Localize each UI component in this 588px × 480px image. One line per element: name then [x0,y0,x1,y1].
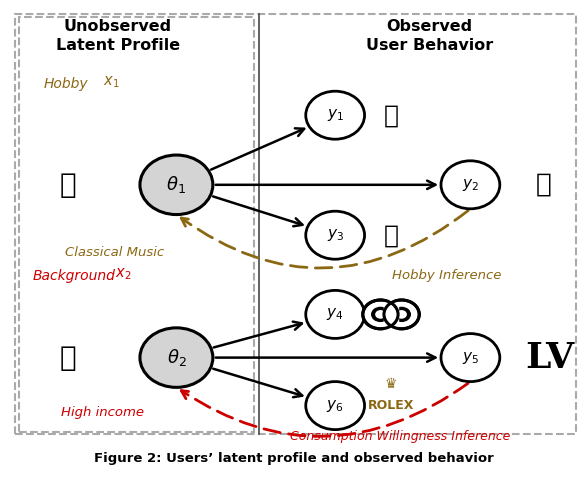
Circle shape [371,307,390,322]
Text: 👥: 👥 [59,171,76,199]
Circle shape [441,334,500,382]
Text: $y_3$: $y_3$ [326,227,344,243]
Circle shape [384,300,419,329]
Text: $x_2$: $x_2$ [115,267,131,282]
Text: $\theta_2$: $\theta_2$ [166,347,186,368]
Circle shape [392,307,411,322]
FancyArrowPatch shape [181,383,468,436]
Text: Figure 2: Users’ latent profile and observed behavior: Figure 2: Users’ latent profile and obse… [94,452,494,465]
Text: $y_5$: $y_5$ [462,349,479,366]
Text: 💵: 💵 [59,344,76,372]
FancyArrowPatch shape [181,211,468,268]
Text: Classical Music: Classical Music [65,245,164,259]
Text: High income: High income [61,406,145,420]
Text: $y_1$: $y_1$ [326,107,344,123]
Circle shape [441,161,500,209]
Bar [384,300,398,329]
Text: Unobserved
Latent Profile: Unobserved Latent Profile [55,19,180,53]
Text: Background: Background [32,269,115,283]
Text: ROLEX: ROLEX [368,399,414,412]
Text: Hobby Inference: Hobby Inference [392,269,502,283]
Text: $y_6$: $y_6$ [326,397,344,414]
Circle shape [306,382,365,430]
Text: LV: LV [525,341,574,374]
Circle shape [363,300,398,329]
Circle shape [140,328,213,387]
Text: Consumption Willingness Inference: Consumption Willingness Inference [290,430,510,444]
FancyBboxPatch shape [19,17,254,432]
Circle shape [306,211,365,259]
Text: $y_2$: $y_2$ [462,177,479,193]
Text: 💿: 💿 [383,223,399,247]
Text: ♛: ♛ [385,377,397,391]
Text: 🎧: 🎧 [536,172,552,198]
Text: 🎸: 🎸 [383,103,399,127]
Text: $y_4$: $y_4$ [326,306,344,323]
Circle shape [306,290,365,338]
Circle shape [140,155,213,215]
Text: $x_1$: $x_1$ [103,75,119,90]
Text: Hobby: Hobby [44,77,89,91]
Circle shape [396,310,407,319]
Circle shape [375,310,386,319]
Circle shape [306,91,365,139]
FancyBboxPatch shape [15,14,576,434]
Text: Observed
User Behavior: Observed User Behavior [366,19,493,53]
Text: $\theta_1$: $\theta_1$ [166,174,186,195]
